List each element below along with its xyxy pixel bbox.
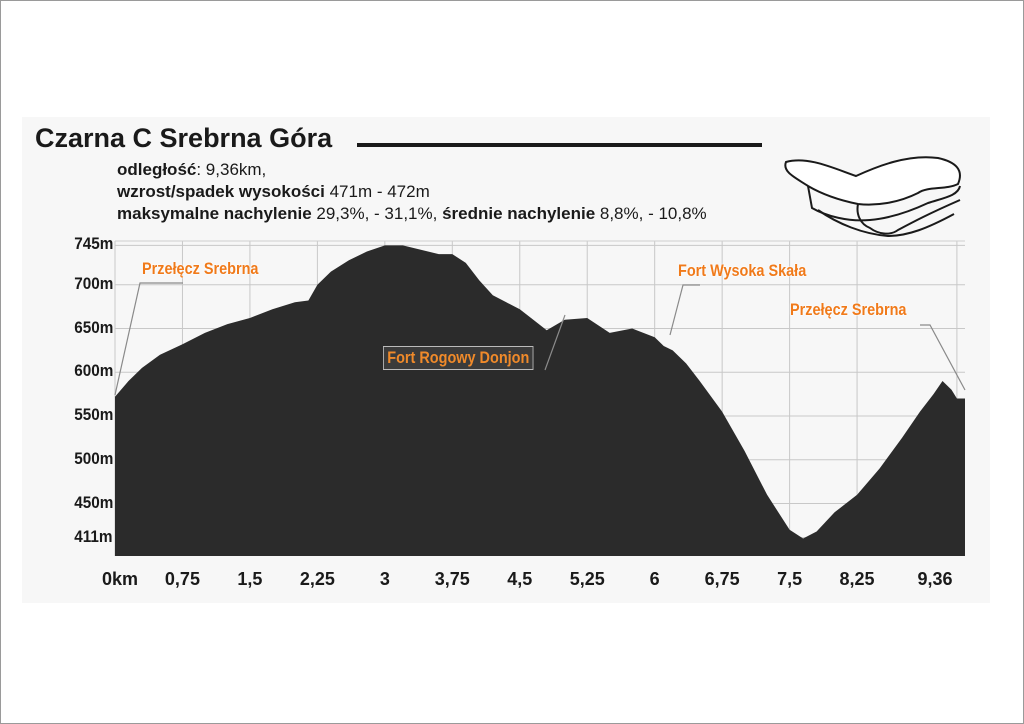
x-tick-label: 1,5 <box>237 569 263 589</box>
route-title: Czarna C Srebrna Góra <box>35 123 333 153</box>
route-outline-mid <box>807 185 961 222</box>
annotation-leader-line <box>544 314 566 371</box>
stat-elevation-value: 471m - 472m <box>324 182 430 201</box>
y-tick-label: 500m <box>74 448 114 468</box>
route-outline-top <box>784 156 961 206</box>
x-tick-label: 8,25 <box>839 569 875 589</box>
y-tick-label: 450m <box>74 492 114 512</box>
annotation-leaders <box>114 282 966 396</box>
place-label-fort-rogowy: Fort Rogowy Donjon <box>383 346 534 370</box>
x-tick-label: 9,36 <box>917 569 953 589</box>
place-label-fort-wysoka: Fort Wysoka Skała <box>678 261 807 280</box>
y-tick-label: 700m <box>74 273 114 293</box>
stat-distance-value: : 9,36km, <box>196 160 267 179</box>
x-tick-label: 4,5 <box>507 569 533 589</box>
stat-grade: maksymalne nachylenie 29,3%, - 31,1%, śr… <box>117 203 707 225</box>
place-label-przelecz-start: Przełęcz Srebrna <box>142 259 259 278</box>
x-tick-label: 6,75 <box>704 569 740 589</box>
stat-avg-grade-label: średnie nachylenie <box>442 204 596 223</box>
stat-elevation: wzrost/spadek wysokości 471m - 472m <box>117 181 707 203</box>
stat-max-grade-label: maksymalne nachylenie <box>117 204 312 223</box>
annotation-leader-line <box>669 284 700 336</box>
y-tick-label: 600m <box>74 361 114 381</box>
x-tick-label: 3,75 <box>434 569 470 589</box>
route-outline-bottom <box>856 199 961 235</box>
annotation-leader-line <box>114 282 183 396</box>
y-tick-label: 550m <box>74 405 114 424</box>
y-tick-label: 650m <box>74 317 114 337</box>
y-tick-label: 411m <box>74 526 113 546</box>
route-stats: odległość: 9,36km, wzrost/spadek wysokoś… <box>117 159 707 225</box>
x-tick-label: 7,5 <box>777 569 803 589</box>
x-tick-label: 0,75 <box>164 569 200 589</box>
route-outline-icon <box>784 156 961 238</box>
place-label-przelecz-end: Przełęcz Srebrna <box>790 300 907 319</box>
title-rule <box>357 143 762 147</box>
stat-max-grade-value: 29,3%, - 31,1%, <box>311 204 443 223</box>
x-tick-label: 5,25 <box>569 569 605 589</box>
stat-distance-label: odległość <box>117 160 197 179</box>
elevation-profile-area <box>115 245 965 556</box>
stat-elevation-label: wzrost/spadek wysokości <box>117 182 325 201</box>
x-tick-label: 6 <box>649 569 660 589</box>
annotation-leader-line <box>920 324 966 391</box>
y-tick-label: 745m <box>74 234 114 254</box>
stat-avg-grade-value: 8,8%, - 10,8% <box>595 204 707 223</box>
stat-distance: odległość: 9,36km, <box>117 159 707 181</box>
route-outline-base <box>817 209 955 238</box>
x-tick-label: 3 <box>379 569 390 589</box>
x-tick-label: 2,25 <box>299 569 335 589</box>
x-tick-label: 0km <box>101 569 139 589</box>
